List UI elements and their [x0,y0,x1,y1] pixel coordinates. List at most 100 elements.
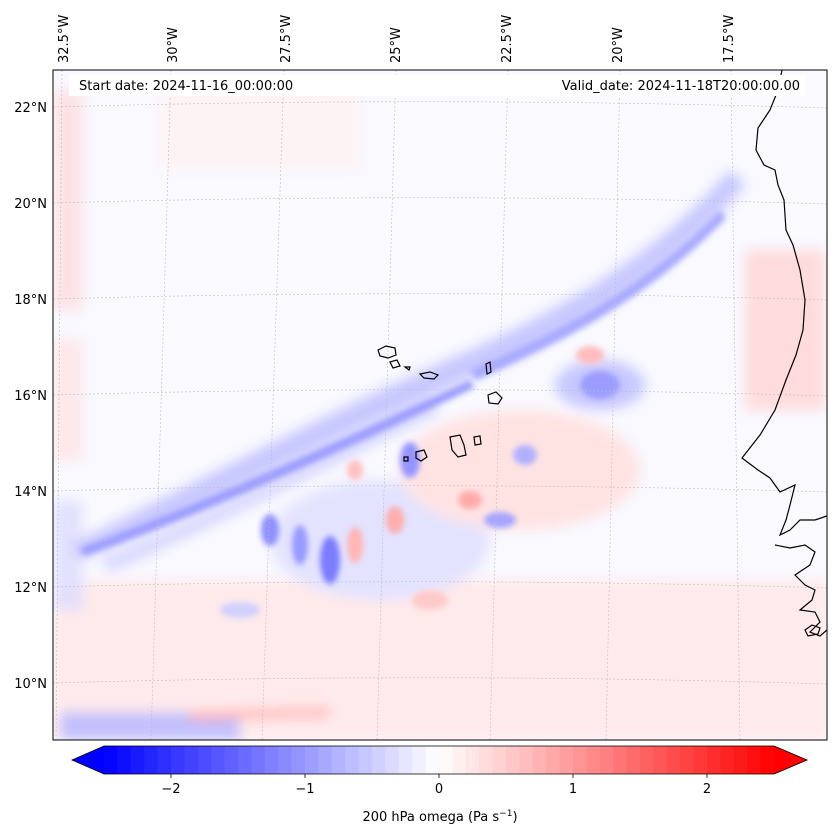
lon-label-30w: 30°W [166,27,181,63]
cape-verde-santiago [449,434,467,458]
colorbar-cell [184,746,199,774]
colorbar-cells [104,746,775,774]
colorbar-cell [238,746,252,774]
colorbar-ticks: −2 −1 0 1 2 [161,774,711,797]
band-core-2 [470,210,726,380]
colorbar-cell [465,746,480,774]
colorbar-cell [104,746,118,774]
lon-label-27-5w: 27.5°W [279,15,294,63]
colorbar-cell [760,746,775,774]
valid-date-label: Valid_date: 2024-11-18T20:00:00.00 [562,79,800,94]
colorbar-cell [171,746,185,774]
colorbar-cell [318,746,333,774]
colorbar-cell [398,746,413,774]
colorbar-cell [412,746,427,774]
cape-verde-fogo [415,449,428,462]
cell-11 [347,460,363,480]
lat-label-20n: 20°N [14,197,47,212]
lon-label-22-5w: 22.5°W [500,15,515,63]
field-main-blue-band [70,170,745,560]
colorbar-cell [224,746,239,774]
coastlines [377,70,827,637]
cbar-tick-label: 2 [703,782,711,797]
header-strip [69,75,805,96]
cell-3 [347,527,363,563]
field-south-red-band [190,708,330,720]
lat-label-18n: 18°N [14,293,47,308]
colorbar-cell [345,746,360,774]
colorbar-cell [251,746,266,774]
colorbar-cell [653,746,668,774]
colorbar-outline [71,745,809,775]
colorbar-cell [439,746,453,774]
band-core-1 [80,380,474,556]
colorbar-cell [546,746,561,774]
colorbar-cell [573,746,587,774]
colorbar-cell [479,746,494,774]
field-ne-pink [160,90,360,170]
colorbar-label: 200 hPa omega (Pa s−1) [362,809,517,825]
lon-label-25w: 25°W [389,27,404,63]
colorbar-cell [211,746,226,774]
colorbar-extend-max [774,746,807,774]
field-west-pink [53,90,83,310]
colorbar-cell [144,746,159,774]
colorbar-cell [613,746,628,774]
colorbar-cell [720,746,735,774]
colorbar-cell [157,746,172,774]
colorbar-cell [492,746,507,774]
lon-label-32-5w: 32.5°W [57,15,72,63]
gambia-casamance-coast [774,544,827,637]
cell-10 [580,371,620,399]
cape-verde-santa-luzia [403,366,411,371]
colorbar-cell [747,746,762,774]
colorbar-cell [519,746,534,774]
start-date-label: Start date: 2024-11-16_00:00:00 [79,79,293,94]
cell-8 [484,512,516,528]
cell-2 [292,525,308,565]
colorbar-cell [197,746,212,774]
colorbar-cell [586,746,601,774]
cape-verde-sao-nicolau [418,371,440,380]
colorbar-cell [425,746,440,774]
cape-verde-brava [403,456,409,462]
omega-field-cells [80,210,726,618]
cape-verde-santo-antao [377,345,397,359]
colorbar: −2 −1 0 1 2 200 hPa omega (Pa s−1) [71,745,809,825]
colorbar-cell [640,746,654,774]
colorbar-extend-min [72,746,104,774]
cape-verde-boa-vista [487,391,503,405]
cell-4 [261,514,279,546]
map-panel: Start date: 2024-11-16_00:00:00 Valid_da… [52,69,828,741]
cell-7 [458,491,482,509]
colorbar-cell [291,746,306,774]
colorbar-cell [358,746,373,774]
west-africa-coast [741,70,827,537]
lat-label-10n: 10°N [14,677,47,692]
longitude-labels: 32.5°W 30°W 27.5°W 25°W 22.5°W 20°W 17.5… [57,15,737,63]
cell-12 [513,445,537,465]
bijagos-islands [804,624,821,637]
cbar-tick-label: 0 [435,782,443,797]
cell-6 [386,506,404,534]
cbar-tick-label: 1 [569,782,577,797]
lat-label-16n: 16°N [14,389,47,404]
colorbar-cell [733,746,748,774]
lat-label-14n: 14°N [14,485,47,500]
colorbar-cell [707,746,721,774]
field-east-pink [745,250,825,410]
colorbar-cell [278,746,293,774]
colorbar-cell [385,746,400,774]
colorbar-cell [506,746,520,774]
cell-9 [576,346,604,364]
colorbar-cell [666,746,681,774]
lat-label-12n: 12°N [14,581,47,596]
lat-label-22n: 22°N [14,101,47,116]
cell-13 [412,590,448,610]
colorbar-cell [452,746,467,774]
colorbar-cell [532,746,547,774]
colorbar-cell [372,746,386,774]
colorbar-cell [680,746,695,774]
colorbar-cell [693,746,708,774]
